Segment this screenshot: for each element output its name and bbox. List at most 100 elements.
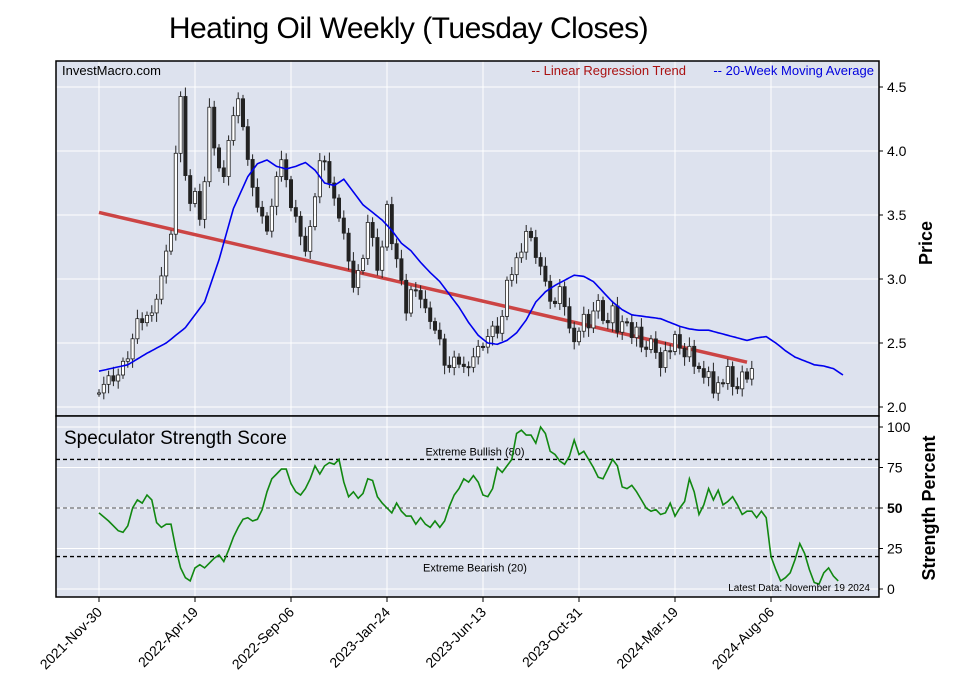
candle-body [269,205,274,232]
candle [567,297,572,334]
candle [538,252,543,276]
strength-panel: Extreme Bullish (80) Extreme Bearish (20)… [55,415,911,598]
candle-body [428,307,433,322]
candle [207,98,212,187]
candle-body [226,140,231,177]
x-tick-label: 2021-Nov-30 [37,604,106,673]
candle-body [701,368,706,378]
candle-body [212,106,217,149]
candle-body [178,96,183,154]
candle-body [572,327,577,343]
candle [245,119,250,166]
candle [629,314,634,345]
candle [293,199,298,223]
candle-body [341,217,346,234]
candle-body [394,243,399,260]
strength-title: Speculator Strength Score [64,428,287,449]
candle-body [149,312,154,316]
candle-body [615,305,620,333]
candle [360,254,365,275]
candle-body [687,345,692,358]
price-panel-bg [56,61,879,416]
candle-body [730,366,735,387]
candle-body [159,275,164,300]
candle [121,357,126,379]
candle-body [404,279,409,314]
candle-body [663,350,668,368]
candle-body [682,347,687,358]
candle-body [135,318,140,340]
candle-body [581,313,586,332]
candle-body [524,230,529,253]
candle-body [677,334,682,349]
candle-body [380,246,385,271]
candle-body [504,279,509,317]
candle [490,320,495,346]
candle-body [173,152,178,235]
candle-body [658,352,663,368]
candle [365,214,370,265]
candle [236,92,241,124]
candle-body [423,298,428,309]
strength-panel-border [55,415,880,598]
candle [605,312,610,330]
candle [264,212,269,235]
candle-body [274,176,279,207]
candle-body [408,289,413,314]
candle [591,302,596,334]
x-axis: 2021-Nov-30 2022-Apr-19 2022-Sep-06 2023-Ja… [37,597,777,673]
candle [730,361,735,396]
candle-body [221,167,226,177]
candle-body [389,204,394,245]
candle [577,327,582,346]
candle [692,339,697,374]
candle-body [620,321,625,333]
candle [101,376,106,400]
candle-body [240,98,245,128]
candle-body [360,258,365,271]
candle-body [591,310,596,329]
candle-body [716,382,721,394]
candle-body [413,289,418,292]
candle-body [264,215,269,232]
candle [322,155,327,171]
candle-body [432,321,437,331]
candle [562,281,567,316]
candle [216,144,221,172]
candle-body [116,374,121,382]
candle [476,339,481,365]
candle [212,100,217,156]
candle [620,315,625,340]
candle [404,273,409,321]
candle [178,91,183,163]
candle-body [308,226,313,252]
candle-body [567,306,572,329]
x-tick-label: 2023-Jun-13 [422,604,489,671]
candle [466,361,471,377]
candle-body [476,345,481,358]
candle-body [154,298,159,314]
candle-body [562,286,567,308]
candle-body [509,274,514,281]
candle [677,326,682,355]
candle-body [322,160,327,163]
candle-body [346,232,351,262]
candle-body [749,368,754,380]
reference-label: Extreme Bearish (20) [423,563,527,575]
candle-body [288,179,293,208]
candle [687,337,692,362]
candle [408,285,413,317]
candle-body [168,233,173,252]
strength-tick-label: 50 [887,500,903,516]
candle [298,211,303,246]
x-tick-label: 2023-Oct-31 [519,604,585,670]
candle [596,294,601,319]
candle [721,378,726,388]
candle [452,350,457,376]
candle-body [111,375,116,382]
candle-body [452,356,457,368]
chart-title: Heating Oil Weekly (Tuesday Closes) [168,12,649,45]
candle [231,106,236,146]
candle-body [557,286,562,304]
candle-body [634,326,639,339]
